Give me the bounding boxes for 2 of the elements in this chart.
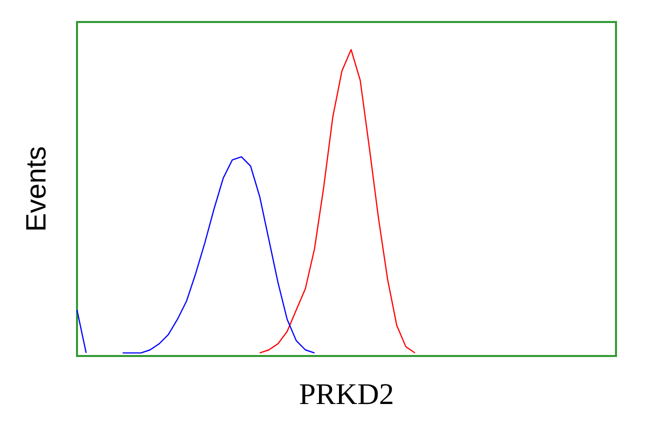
x-axis-title: PRKD2 (298, 378, 394, 411)
y-axis-title: Events (20, 146, 52, 232)
